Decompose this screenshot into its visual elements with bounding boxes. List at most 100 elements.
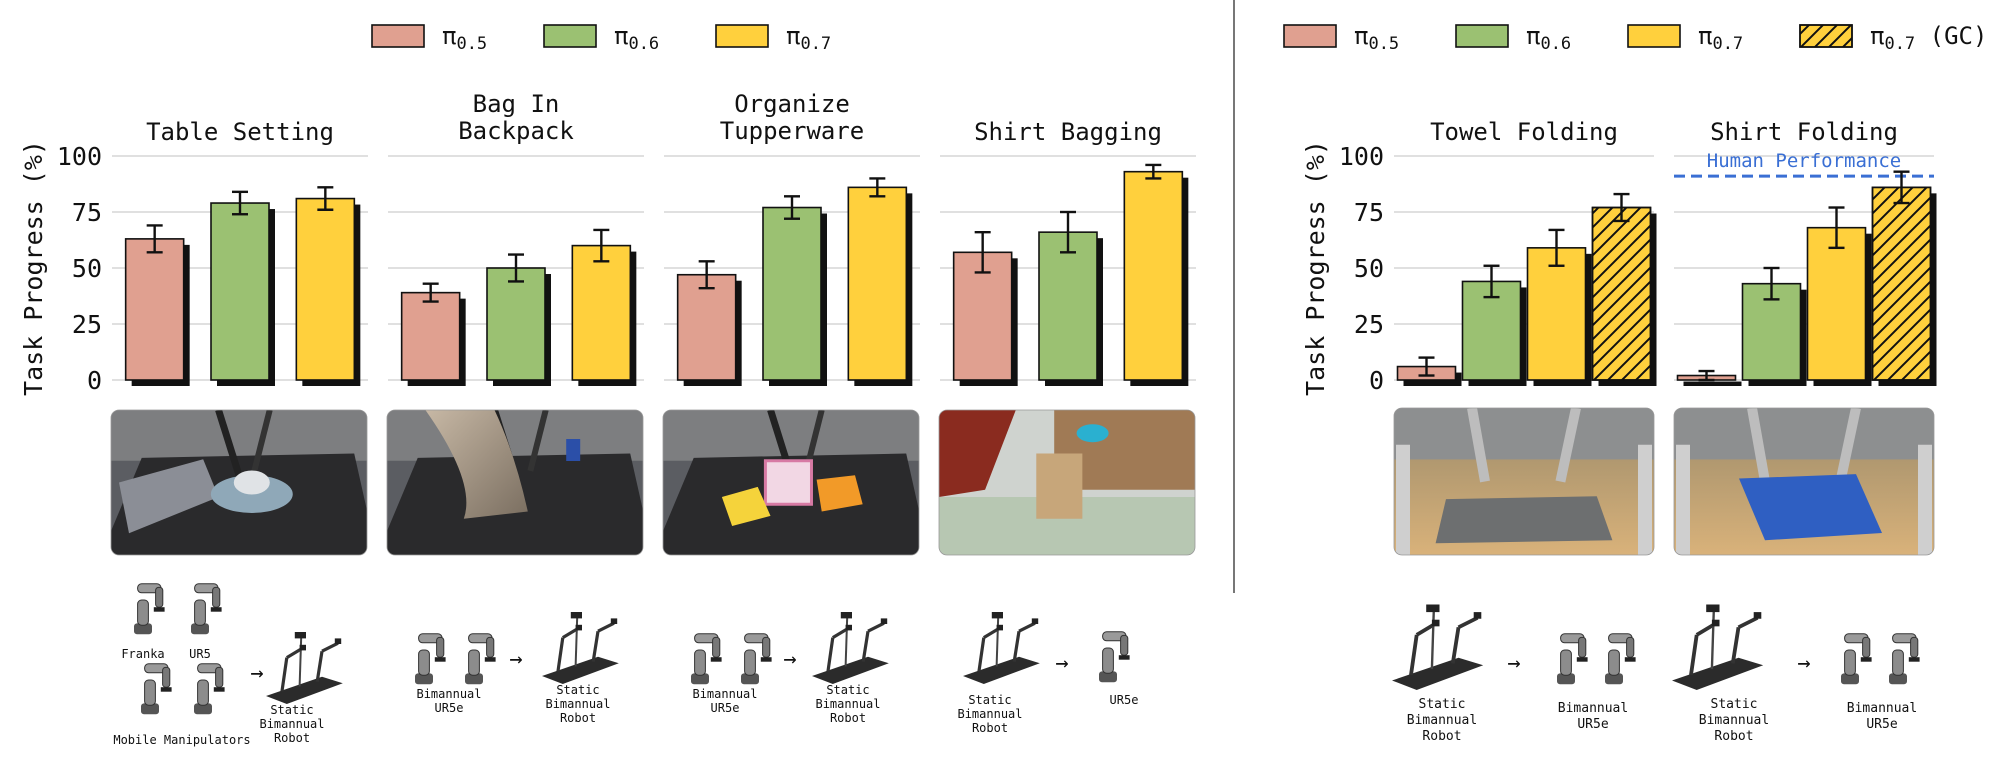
robot-label-line: Bimannual <box>1407 713 1477 728</box>
bar-group <box>295 186 361 386</box>
photo-content <box>111 410 367 555</box>
robot-label-line: Bimannual <box>815 697 880 711</box>
chart-title-line: Towel Folding <box>1430 118 1618 146</box>
bar <box>210 202 270 381</box>
legend-label: π0.5 <box>1354 22 1399 54</box>
task-photo-0 <box>110 409 368 556</box>
arm-icon <box>194 663 225 715</box>
robot-label-line: Static <box>826 683 869 697</box>
arm-icon <box>741 633 772 685</box>
legend-entry: π0.7 <box>715 22 831 54</box>
robots-table-setting: → Franka UR5 Mobile Manipulators StaticBiman… <box>113 583 343 747</box>
bar-group <box>1396 356 1462 386</box>
legend-label: π0.6 <box>1526 22 1571 54</box>
static-bimanual-robot-icon <box>1672 604 1764 690</box>
bar-group <box>124 224 190 386</box>
bar <box>762 206 822 381</box>
chart-5: Shirt Folding Human Performance <box>1674 118 1937 386</box>
transfer-arrow: → <box>250 661 263 686</box>
bar <box>486 267 546 381</box>
legend-swatch <box>1627 24 1681 48</box>
chart-3: Shirt Bagging <box>940 118 1196 386</box>
chart-title: Table Setting <box>146 118 334 146</box>
robot-label: Mobile Manipulators <box>113 733 250 747</box>
chart-0: 0 25 50 75 100 Task Progress (%) Table Setting <box>19 118 368 396</box>
static-bimanual-robot-icon <box>812 612 889 684</box>
y-axis-label: Task Progress (%) <box>19 140 48 396</box>
task-photo-1 <box>386 409 644 556</box>
bar-group <box>571 228 637 386</box>
robot-label-line: Static <box>270 703 313 717</box>
bar <box>1038 231 1098 381</box>
robot-label-line: UR5e <box>1577 717 1608 732</box>
bar <box>400 291 461 381</box>
transfer-arrow: → <box>509 647 522 672</box>
task-photo-5 <box>1673 407 1935 556</box>
y-tick-label: 50 <box>1354 254 1384 283</box>
static-bimanual-robot-icon <box>1392 604 1484 690</box>
static-bimanual-robot-icon <box>963 612 1040 684</box>
bar-group <box>400 282 466 386</box>
bar-hatch <box>1871 186 1932 381</box>
y-tick-label: 75 <box>1354 198 1384 227</box>
photo-frame <box>1673 407 1935 556</box>
robot-label-line: Bimannual <box>692 687 757 701</box>
robot-label-line: Static <box>556 683 599 697</box>
bar <box>1806 226 1867 381</box>
arm-icon <box>134 583 165 635</box>
arm-icon <box>1889 633 1920 685</box>
bar-group <box>1526 228 1592 386</box>
photo-content <box>1394 408 1654 555</box>
y-tick-label: 0 <box>1369 366 1384 395</box>
y-tick-label: 0 <box>87 366 102 395</box>
arm-icon <box>1099 631 1130 683</box>
bar-shadow <box>1683 381 1742 386</box>
photo-frame <box>1393 407 1655 556</box>
chart-title-line: Shirt Bagging <box>974 118 1162 146</box>
photo-frame <box>938 409 1196 556</box>
bar-group <box>1871 170 1937 386</box>
transfer-arrow: → <box>783 647 796 672</box>
y-tick-label: 75 <box>72 198 102 227</box>
y-tick-label: 100 <box>1339 142 1384 171</box>
task-photo-2 <box>662 409 920 556</box>
robot-label-line: Robot <box>1422 729 1461 744</box>
robot-label-line: Bimannual <box>957 707 1022 721</box>
y-tick-label: 50 <box>72 254 102 283</box>
robot-label: Franka <box>121 647 164 661</box>
robot-label-line: UR5e <box>711 701 740 715</box>
robot-label-line: Robot <box>972 721 1008 735</box>
robot-label-line: Bimannual <box>416 687 481 701</box>
static-bimanual-robot-icon <box>542 612 619 684</box>
robot-label-line: Static <box>968 693 1011 707</box>
legend-label: π0.6 <box>614 22 659 54</box>
bar-group <box>210 190 275 386</box>
photo-frame <box>110 409 368 556</box>
arm-icon <box>141 663 172 715</box>
y-tick-label: 25 <box>72 310 102 339</box>
legend-label: π0.7 <box>1698 22 1743 54</box>
task-photo-4 <box>1393 407 1655 556</box>
bar-hatch <box>1591 206 1652 381</box>
legend-swatch-hatch <box>1799 24 1853 48</box>
bar-group <box>1461 264 1527 386</box>
robot-label: UR5e <box>1110 693 1139 707</box>
robot-label-line: Bimannual <box>545 697 610 711</box>
